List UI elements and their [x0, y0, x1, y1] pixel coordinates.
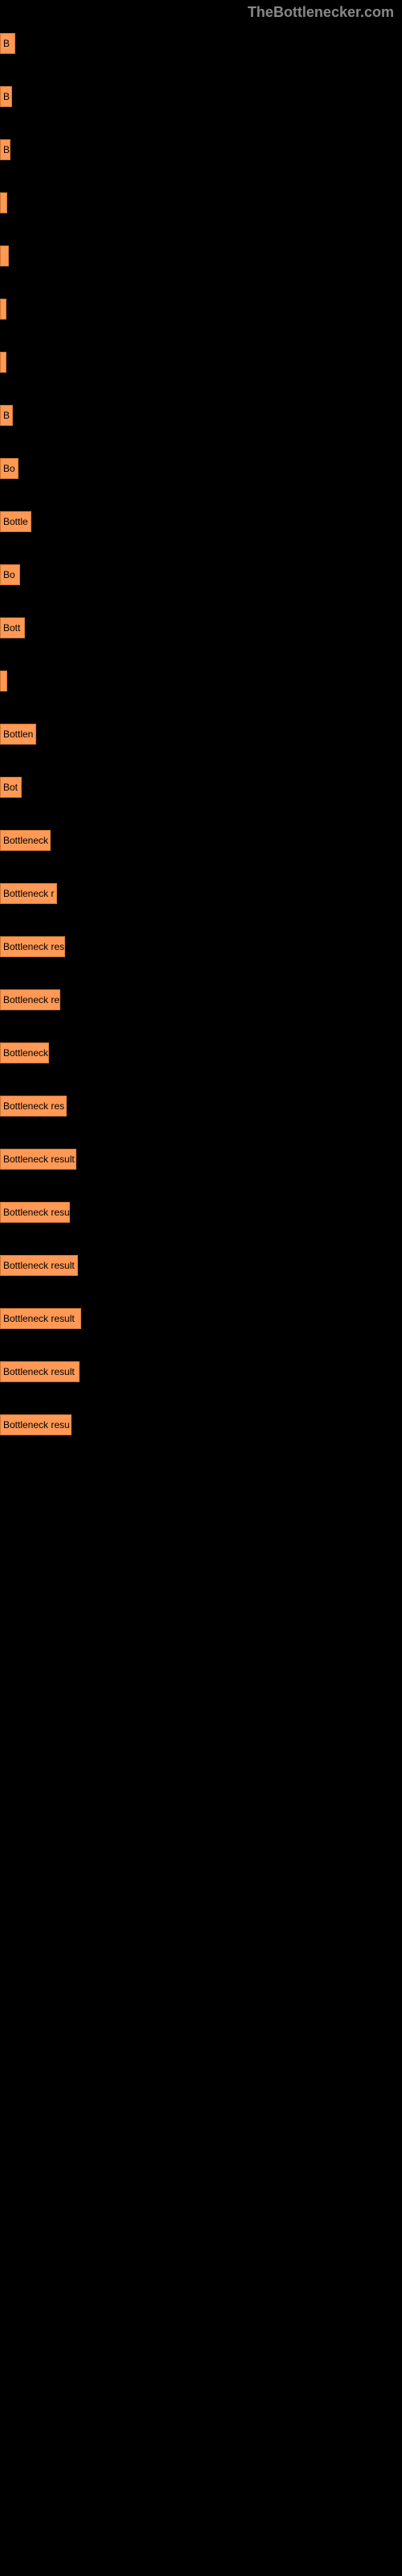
bar [0, 352, 6, 373]
bar-row: Bottleneck result [0, 1308, 402, 1329]
bar-chart: B B B B Bo Bottle Bo Bott Bottlen Bot Bottleneck Bo… [0, 25, 402, 1476]
bar [0, 299, 6, 320]
bar: Bottlen [0, 724, 36, 745]
bar: Bottleneck result [0, 1149, 76, 1170]
bar-row: Bottleneck re [0, 989, 402, 1010]
bar-row [0, 299, 402, 320]
bar: B [0, 86, 12, 107]
bar-row: Bottle [0, 511, 402, 532]
bar: Bot [0, 777, 22, 798]
bar: Bottleneck r [0, 883, 57, 904]
bar-row: Bottleneck res [0, 1096, 402, 1117]
bar-row: Bottleneck [0, 1042, 402, 1063]
bar-row: Bottleneck res [0, 936, 402, 957]
bar-row [0, 671, 402, 691]
bar-row: B [0, 139, 402, 160]
bar [0, 671, 7, 691]
bar-row: Bot [0, 777, 402, 798]
bar-row: B [0, 405, 402, 426]
bar [0, 192, 7, 213]
bar-row: Bottlen [0, 724, 402, 745]
bar: Bottleneck resu [0, 1414, 72, 1435]
bar: B [0, 33, 15, 54]
bar: Bottleneck resu [0, 1202, 70, 1223]
bar: Bottleneck [0, 830, 51, 851]
bar: Bott [0, 617, 25, 638]
bar-row: Bott [0, 617, 402, 638]
bar: Bottleneck res [0, 936, 65, 957]
bar-row [0, 352, 402, 373]
bar-row: Bottleneck result [0, 1255, 402, 1276]
bar-row: B [0, 33, 402, 54]
bar: Bo [0, 564, 20, 585]
bar-row: Bottleneck resu [0, 1414, 402, 1435]
bar-row: Bottleneck result [0, 1149, 402, 1170]
bar: Bottleneck res [0, 1096, 67, 1117]
bar: B [0, 139, 10, 160]
bar: Bottleneck [0, 1042, 49, 1063]
bar: Bottleneck result [0, 1361, 80, 1382]
bar-row: Bottleneck resu [0, 1202, 402, 1223]
watermark: TheBottlenecker.com [0, 0, 402, 25]
bar-row: Bo [0, 564, 402, 585]
bar-row [0, 192, 402, 213]
bar-row [0, 246, 402, 266]
bar: B [0, 405, 13, 426]
bar-row: Bottleneck [0, 830, 402, 851]
bar: Bottleneck result [0, 1255, 78, 1276]
bar-row: B [0, 86, 402, 107]
bar [0, 246, 9, 266]
bar: Bottleneck result [0, 1308, 81, 1329]
bar: Bo [0, 458, 18, 479]
bar-row: Bottleneck r [0, 883, 402, 904]
bar-row: Bottleneck result [0, 1361, 402, 1382]
bar: Bottle [0, 511, 31, 532]
bar: Bottleneck re [0, 989, 60, 1010]
bar-row: Bo [0, 458, 402, 479]
